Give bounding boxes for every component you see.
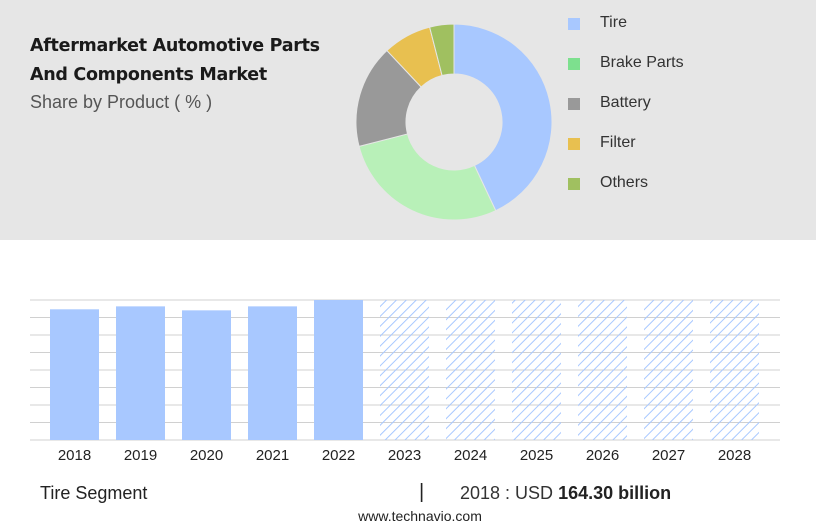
chart-title-line1: Aftermarket Automotive Parts — [30, 36, 320, 56]
x-tick-label-2023: 2023 — [388, 447, 421, 464]
chart-title-line2: And Components Market — [30, 65, 267, 85]
legend-label-tire: Tire — [600, 14, 627, 31]
segment-label: Tire Segment — [40, 483, 148, 503]
x-tick-label-2022: 2022 — [322, 447, 355, 464]
legend-label-others: Others — [600, 174, 649, 191]
donut-slice-others — [429, 23, 455, 77]
site-url: www.technavio.com — [358, 508, 482, 524]
x-tick-label-2021: 2021 — [256, 447, 289, 464]
x-tick-label-2024: 2024 — [454, 447, 487, 464]
chart-subtitle: Share by Product ( % ) — [30, 92, 213, 112]
legend-label-filter: Filter — [600, 134, 636, 151]
bar-2025 — [512, 300, 561, 440]
legend-swatch-brake-parts — [568, 58, 580, 70]
bar-2020 — [182, 310, 231, 440]
x-tick-label-2020: 2020 — [190, 447, 223, 464]
bar-2026 — [578, 300, 627, 440]
x-tick-label-2018: 2018 — [58, 447, 91, 464]
x-tick-label-2026: 2026 — [586, 447, 619, 464]
x-tick-label-2025: 2025 — [520, 447, 553, 464]
segment-value-amount: 164.30 billion — [558, 483, 672, 503]
chart-title: Aftermarket Automotive Parts And Compone… — [30, 32, 360, 90]
donut-slice-tire — [453, 23, 553, 212]
bar-2027 — [644, 300, 693, 440]
x-tick-label-2027: 2027 — [652, 447, 685, 464]
bar-2022 — [314, 300, 363, 440]
segment-value: 2018 : USD 164.30 billion — [460, 483, 671, 504]
legend-swatch-battery — [568, 98, 580, 110]
footer-separator: | — [419, 481, 425, 503]
bar-2021 — [248, 306, 297, 440]
x-tick-label-2028: 2028 — [718, 447, 751, 464]
donut-slice-brake-parts — [358, 133, 497, 221]
segment-value-prefix: 2018 : USD — [460, 483, 554, 503]
bar-2023 — [380, 300, 429, 440]
legend-swatch-others — [568, 178, 580, 190]
legend-swatch-tire — [568, 18, 580, 30]
legend-swatch-filter — [568, 138, 580, 150]
bar-2018 — [50, 309, 99, 440]
bar-2024 — [446, 300, 495, 440]
legend-label-brake-parts: Brake Parts — [600, 54, 684, 71]
bar-chart: 2018 2019 2020 2021 2022 2023 2024 2025 2026 2027… — [30, 299, 780, 464]
bar-2028 — [710, 300, 759, 440]
donut-chart — [355, 23, 553, 221]
bar-2019 — [116, 306, 165, 440]
legend-label-battery: Battery — [600, 94, 651, 111]
x-tick-label-2019: 2019 — [124, 447, 157, 464]
